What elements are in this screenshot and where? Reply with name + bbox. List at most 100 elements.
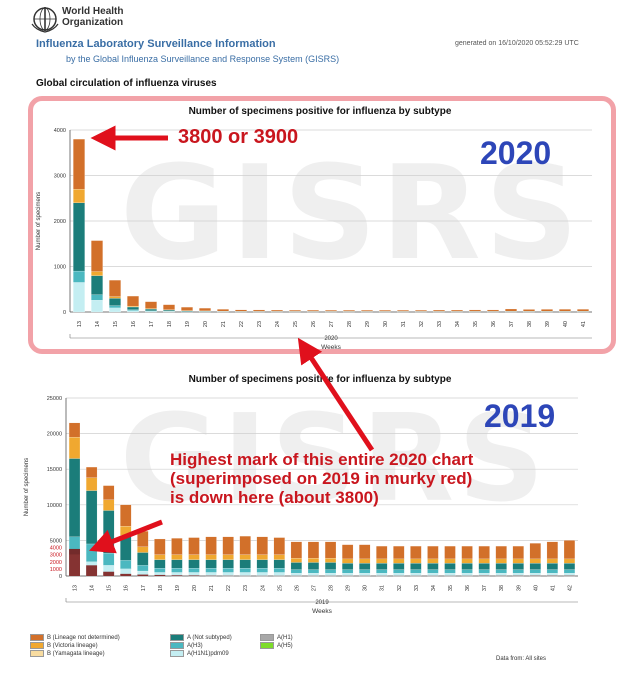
org-name-line2: Organization	[62, 17, 124, 28]
annotation-note-line2: (superimposed on 2019 in murky red)	[170, 469, 473, 488]
legend-label: A(H1)	[277, 634, 293, 641]
x-tick-label: 28	[329, 585, 335, 591]
legend-swatch	[260, 634, 274, 641]
who-logo	[31, 7, 59, 33]
bar-segment	[217, 309, 229, 312]
bar-segment	[325, 310, 337, 312]
x-tick-label: 22	[226, 585, 232, 591]
bar-segment	[393, 545, 405, 560]
legend-swatch	[260, 642, 274, 649]
bar-segment	[410, 545, 422, 560]
y-tick-label: 0	[59, 574, 62, 580]
bar-segment	[273, 537, 285, 555]
bar-segment	[271, 309, 283, 312]
bar-segment	[343, 310, 355, 312]
bar-segment	[397, 310, 409, 312]
x-tick-label: 19	[175, 585, 181, 591]
bar-segment	[253, 309, 265, 312]
x-tick-label: 14	[90, 585, 96, 591]
x-tick-label: 24	[275, 321, 281, 327]
x-tick-label: 39	[545, 321, 551, 327]
overlay-bar	[69, 548, 80, 576]
x-tick-label: 25	[293, 321, 299, 327]
bar-segment	[127, 295, 139, 307]
x-tick-label: 33	[437, 321, 443, 327]
x-tick-label: 25	[277, 585, 283, 591]
bar-segment	[546, 541, 558, 560]
peak-label: 3800 or 3900	[178, 126, 299, 148]
bar-segment	[415, 310, 427, 312]
bar-segment	[239, 536, 251, 555]
overlay-bar	[171, 575, 183, 576]
legend-item: B (Yamagata lineage)	[30, 650, 170, 657]
x-tick-label: 24	[260, 585, 266, 591]
year-label-2019: 2019	[484, 398, 556, 434]
bar-segment	[91, 240, 103, 272]
x-tick-label: 16	[124, 585, 130, 591]
y-tick-label: 5000	[50, 538, 62, 544]
y-tick-label: 0	[63, 310, 66, 316]
org-name: World Health Organization	[62, 6, 123, 28]
x-tick-label: 30	[363, 585, 369, 591]
y-tick-label: 2000	[54, 219, 66, 225]
bar-segment	[181, 307, 193, 311]
bar-segment	[145, 301, 157, 309]
bar-segment	[86, 466, 98, 478]
bar-segment	[359, 544, 371, 560]
x-tick-label: 41	[581, 321, 587, 327]
bar-segment	[529, 543, 541, 560]
bar-segment	[563, 540, 576, 560]
x-tick-label: 17	[141, 585, 147, 591]
x-tick-label: 20	[203, 321, 209, 327]
x-tick-label: 17	[149, 321, 155, 327]
annotation-note: Highest mark of this entire 2020 chart (…	[170, 450, 473, 507]
x-tick-label: 35	[448, 585, 454, 591]
watermark-top: GISRS	[120, 137, 583, 289]
x-tick-label: 16	[131, 321, 137, 327]
x-tick-label: 26	[294, 585, 300, 591]
chart-title-2019: Number of specimens positive for influen…	[188, 374, 452, 385]
bar-segment	[487, 309, 499, 312]
x-tick-label: 40	[533, 585, 539, 591]
bar-segment	[376, 545, 388, 560]
x-tick-label: 31	[401, 321, 407, 327]
bar-segment	[154, 538, 166, 555]
arrow-to-overlay	[89, 519, 163, 554]
legend-item	[260, 650, 340, 657]
legend-swatch	[30, 650, 44, 657]
bar-segment	[342, 544, 354, 560]
bar-segment	[427, 545, 439, 560]
overlay-bar	[103, 571, 115, 576]
bar-segment	[307, 310, 319, 312]
section-title: Global circulation of influenza viruses	[36, 78, 217, 89]
x-tick-label: 15	[107, 585, 113, 591]
bar-segment	[361, 310, 373, 312]
x-tick-label: 37	[482, 585, 488, 591]
bar-segment	[290, 541, 302, 559]
x-tick-label: 14	[95, 321, 101, 327]
x-tick-label: 29	[346, 585, 352, 591]
legend-label: B (Yamagata lineage)	[47, 650, 105, 657]
x-tick-label: 23	[243, 585, 249, 591]
legend-item: B (Victoria lineage)	[30, 642, 170, 649]
bar-segment	[444, 545, 456, 560]
chart-2019: 0 5000 10000 15000 20000 25000 100020003000400…	[24, 396, 578, 615]
x-tick-label: 42	[567, 585, 573, 591]
y-tick-label: 25000	[47, 396, 62, 402]
bar-segment	[577, 309, 589, 312]
arrow-to-week-axis	[297, 337, 375, 452]
x-tick-label: 41	[550, 585, 556, 591]
x-tick-label: 15	[113, 321, 119, 327]
overlay-bar	[188, 575, 200, 576]
y-tick-label: 10000	[47, 503, 62, 509]
watermark-bottom: GISRS	[120, 390, 549, 529]
bar-segment	[68, 422, 81, 438]
x-tick-label: 26	[311, 321, 317, 327]
info-subtitle: by the Global Influenza Surveillance and…	[66, 54, 340, 64]
x-tick-label: 31	[380, 585, 386, 591]
legend-item: A (Not subtyped)	[170, 634, 260, 641]
y-tick-label: 2000	[50, 560, 62, 566]
info-title: Influenza Laboratory Surveillance Inform…	[36, 38, 276, 50]
bar-segment	[307, 541, 320, 559]
x-tick-label: 34	[431, 585, 437, 591]
